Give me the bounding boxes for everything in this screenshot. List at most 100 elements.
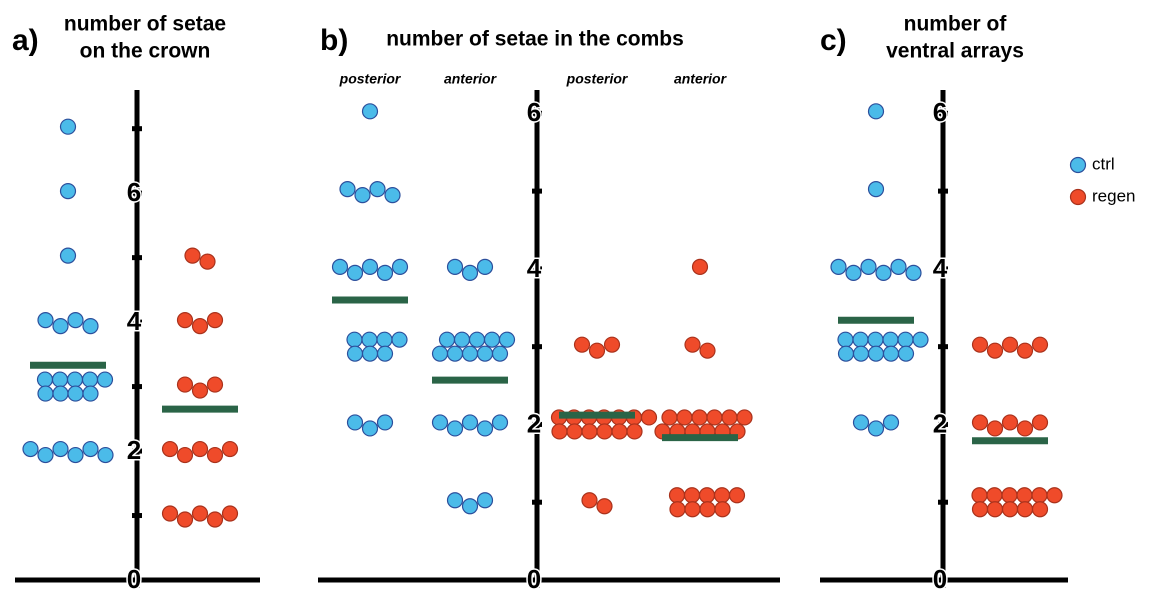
dot xyxy=(453,331,471,348)
dot xyxy=(837,331,854,348)
dot xyxy=(376,264,394,281)
dot xyxy=(1001,487,1018,504)
dot xyxy=(852,331,869,348)
dot xyxy=(221,440,239,458)
dot xyxy=(1016,487,1033,504)
dot xyxy=(37,385,54,402)
dot xyxy=(905,264,922,281)
panel-label: a) xyxy=(12,24,39,57)
dot xyxy=(640,409,658,426)
dot xyxy=(668,487,686,504)
dot xyxy=(986,501,1004,518)
dot xyxy=(67,385,84,402)
dot xyxy=(691,409,708,426)
y-tick-label: 6 xyxy=(527,97,541,127)
dot xyxy=(684,336,701,353)
panel-title: number of setae in the combs xyxy=(386,28,684,51)
dot xyxy=(446,258,464,275)
dot xyxy=(206,511,224,528)
dot xyxy=(52,318,69,335)
dot xyxy=(206,376,224,393)
dot xyxy=(82,440,99,458)
dot xyxy=(361,103,379,120)
dot xyxy=(867,103,885,120)
dot xyxy=(37,312,54,329)
dot xyxy=(971,414,989,431)
dot xyxy=(361,331,378,348)
y-tick-label: 2 xyxy=(127,435,141,465)
dot xyxy=(852,414,870,431)
dot xyxy=(706,409,723,426)
dot xyxy=(661,409,678,426)
dot xyxy=(37,446,54,464)
dot xyxy=(82,385,99,402)
dot xyxy=(498,331,516,348)
dot xyxy=(596,423,613,440)
dot xyxy=(51,371,69,388)
dot xyxy=(346,264,364,281)
y-tick-label: 4 xyxy=(527,253,542,283)
legend-marker xyxy=(1069,188,1087,206)
dot xyxy=(67,312,84,329)
dot xyxy=(867,345,885,362)
dot xyxy=(176,446,194,464)
dot xyxy=(683,487,701,504)
dot xyxy=(986,420,1004,437)
dot xyxy=(161,440,179,458)
dot xyxy=(346,331,363,348)
dot xyxy=(491,414,509,431)
dot xyxy=(573,336,591,353)
group-label: posterior xyxy=(566,71,629,87)
y-tick-label: 0 xyxy=(527,564,541,589)
dot xyxy=(860,258,877,275)
dot xyxy=(830,258,847,275)
dot xyxy=(581,423,598,440)
dot xyxy=(852,345,870,362)
dot xyxy=(611,423,628,440)
dot xyxy=(882,414,900,431)
dot xyxy=(59,118,77,135)
group-label: posterior xyxy=(339,71,402,87)
dot xyxy=(1001,414,1019,431)
dot xyxy=(67,446,84,464)
dot xyxy=(867,331,884,348)
dot xyxy=(669,501,686,518)
dot xyxy=(361,420,379,437)
dot xyxy=(431,414,449,431)
dot xyxy=(476,345,494,362)
dot xyxy=(1016,420,1034,437)
y-tick-label: 2 xyxy=(933,408,947,438)
dot xyxy=(52,440,69,458)
dot xyxy=(882,345,900,362)
dot xyxy=(461,414,479,431)
y-tick-label: 2 xyxy=(527,408,541,438)
dot xyxy=(491,345,509,362)
dot xyxy=(566,423,583,440)
dot xyxy=(551,423,568,440)
dot xyxy=(361,345,379,362)
dot xyxy=(603,336,621,353)
dot xyxy=(221,505,239,522)
dot xyxy=(699,342,716,359)
dot xyxy=(1031,487,1048,504)
dot xyxy=(59,183,77,200)
dot xyxy=(191,318,209,335)
dot xyxy=(161,505,179,522)
dot xyxy=(986,342,1004,359)
dot xyxy=(713,487,731,504)
dot xyxy=(461,345,479,362)
dot xyxy=(728,487,746,504)
y-tick-label: 4 xyxy=(933,253,948,283)
dot xyxy=(376,414,394,431)
y-tick-label: 0 xyxy=(933,564,947,589)
dot xyxy=(354,187,371,204)
dot xyxy=(81,371,99,388)
dot xyxy=(837,345,855,362)
legend-marker xyxy=(1069,156,1087,174)
dot xyxy=(986,487,1003,504)
dot xyxy=(176,511,194,528)
dot xyxy=(684,501,701,518)
dot xyxy=(721,409,738,426)
dot xyxy=(476,420,494,437)
